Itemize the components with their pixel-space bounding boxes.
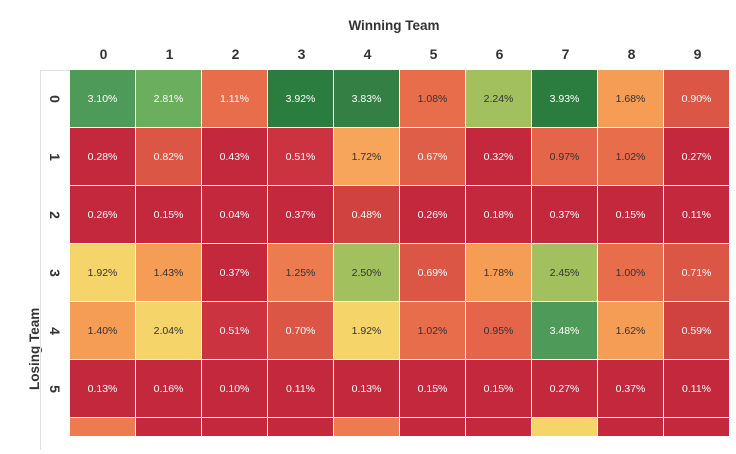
heatmap-cell: 2.24% [466,70,532,128]
heatmap-cell: 1.62% [598,302,664,360]
heatmap-cell: 1.25% [268,244,334,302]
heatmap-cell: 2.45% [532,244,598,302]
heatmap-cell-partial [466,418,532,436]
heatmap-cell: 0.04% [202,186,268,244]
x-tick-label: 5 [429,46,438,62]
y-axis-title: Losing Team [27,307,42,390]
y-tick-label: 1 [47,153,63,161]
heatmap-cell: 0.26% [70,186,136,244]
y-tick-label: 0 [47,95,63,103]
heatmap-cell: 2.50% [334,244,400,302]
heatmap-cell: 0.67% [400,128,466,186]
heatmap-cell-partial [400,418,466,436]
heatmap-cell: 1.43% [136,244,202,302]
x-tick-label: 6 [495,46,504,62]
heatmap-cell: 1.72% [334,128,400,186]
heatmap-cell: 0.90% [664,70,730,128]
heatmap-cell: 0.82% [136,128,202,186]
heatmap-cell: 0.37% [202,244,268,302]
heatmap-cell: 0.11% [664,360,730,418]
heatmap-cell: 0.15% [598,186,664,244]
heatmap-cell: 0.13% [334,360,400,418]
x-tick-label: 7 [561,46,570,62]
heatmap-cell-partial [70,418,136,436]
heatmap-cell: 0.26% [400,186,466,244]
heatmap-cell: 0.51% [202,302,268,360]
heatmap-cell: 0.70% [268,302,334,360]
corner-line [40,70,70,71]
heatmap-cell: 0.16% [136,360,202,418]
heatmap-cell: 3.48% [532,302,598,360]
x-tick-label: 0 [99,46,108,62]
y-tick-label: 5 [47,385,63,393]
heatmap-cell: 1.00% [598,244,664,302]
heatmap-cell: 0.10% [202,360,268,418]
x-axis-title: Winning Team [348,18,440,33]
heatmap-cell: 0.69% [400,244,466,302]
heatmap-cell: 1.11% [202,70,268,128]
heatmap-cell: 1.08% [400,70,466,128]
heatmap-cell: 0.37% [268,186,334,244]
y-tick-label: 2 [47,211,63,219]
heatmap-cell: 0.15% [136,186,202,244]
heatmap-cell: 0.11% [268,360,334,418]
x-tick-label: 3 [297,46,306,62]
x-tick-label: 1 [165,46,174,62]
heatmap-cell: 1.40% [70,302,136,360]
heatmap-cell: 0.51% [268,128,334,186]
heatmap-cell: 0.27% [664,128,730,186]
heatmap-cell: 0.97% [532,128,598,186]
heatmap-cell: 0.15% [400,360,466,418]
x-tick-label: 4 [363,46,372,62]
heatmap-cell-partial [598,418,664,436]
heatmap-cell: 0.15% [466,360,532,418]
heatmap-cell: 0.43% [202,128,268,186]
y-axis-line [40,70,41,450]
heatmap-cell-partial [532,418,598,436]
heatmap-cell: 0.37% [598,360,664,418]
heatmap-cell: 1.92% [70,244,136,302]
heatmap-cell: 0.28% [70,128,136,186]
heatmap-cell-partial [202,418,268,436]
heatmap-cell: 1.68% [598,70,664,128]
heatmap-cell-partial [664,418,730,436]
heatmap-cell: 0.59% [664,302,730,360]
heatmap-cell: 0.95% [466,302,532,360]
heatmap-cell: 0.27% [532,360,598,418]
heatmap-cell: 0.48% [334,186,400,244]
heatmap-cell: 1.78% [466,244,532,302]
heatmap-cell: 1.92% [334,302,400,360]
heatmap-cell: 0.71% [664,244,730,302]
y-tick-label: 3 [47,269,63,277]
heatmap-cell-partial [268,418,334,436]
heatmap-cell: 3.10% [70,70,136,128]
heatmap-cell-partial [136,418,202,436]
x-tick-label: 2 [231,46,240,62]
heatmap-cell: 0.18% [466,186,532,244]
heatmap-cell: 3.92% [268,70,334,128]
heatmap-cell: 1.02% [400,302,466,360]
heatmap-cell: 0.32% [466,128,532,186]
x-tick-label: 8 [627,46,636,62]
heatmap-cell: 0.37% [532,186,598,244]
heatmap-cell: 3.93% [532,70,598,128]
y-tick-label: 4 [47,327,63,335]
heatmap-cell: 0.13% [70,360,136,418]
heatmap-cell-partial [334,418,400,436]
heatmap-cell: 2.04% [136,302,202,360]
heatmap-cell: 3.83% [334,70,400,128]
heatmap-cell: 1.02% [598,128,664,186]
heatmap-cell: 0.11% [664,186,730,244]
x-tick-label: 9 [693,46,702,62]
heatmap-cell: 2.81% [136,70,202,128]
